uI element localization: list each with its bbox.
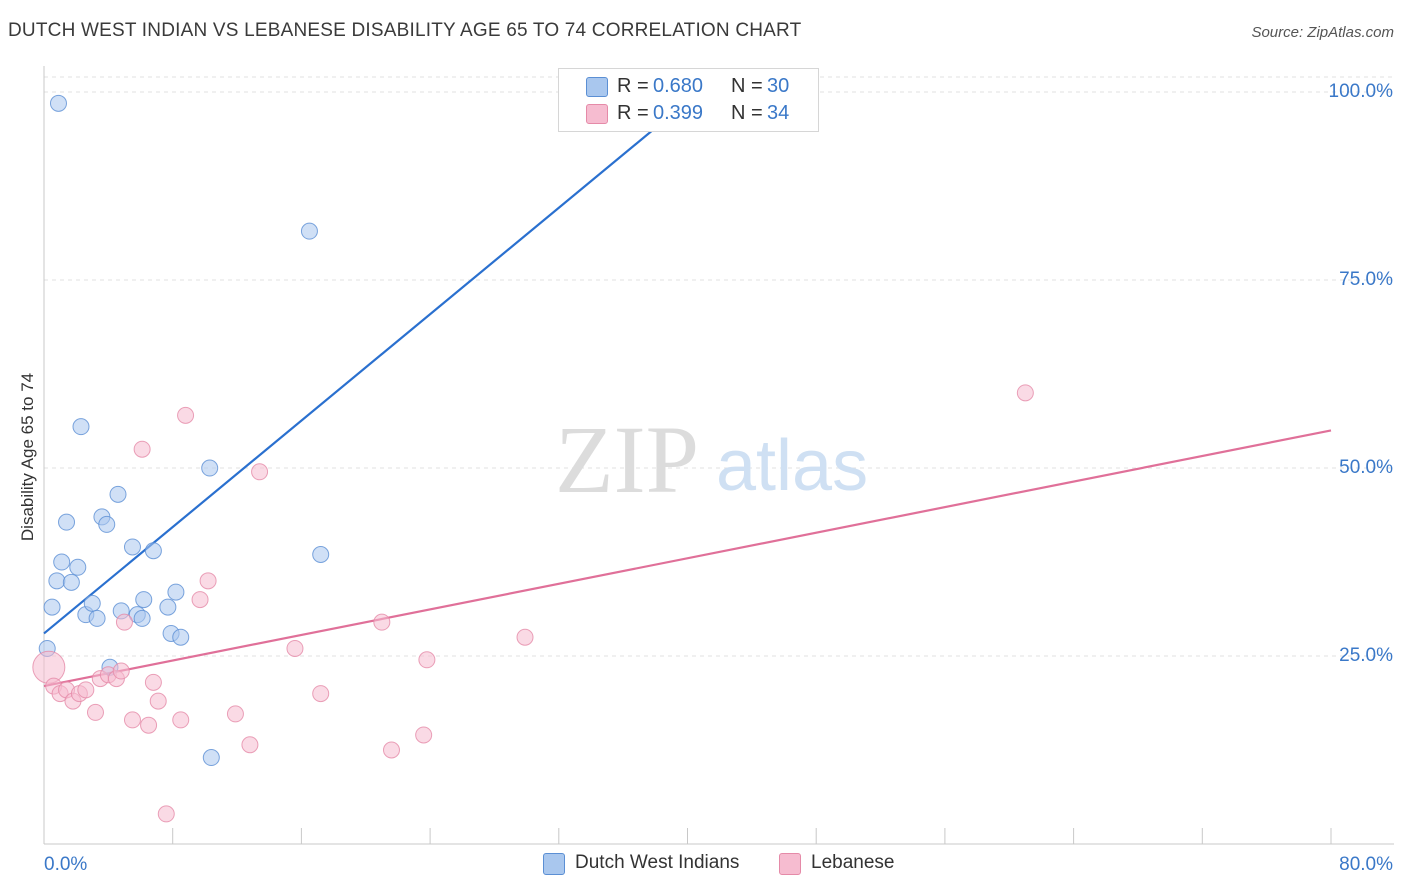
data-point-pink [226, 705, 244, 723]
source-label: Source: ZipAtlas.com [1251, 24, 1394, 41]
data-point-pink [373, 613, 391, 631]
legend-swatch-blue [586, 77, 608, 97]
data-point-pink [312, 685, 330, 703]
data-point-pink [415, 726, 433, 744]
data-point-pink [172, 711, 190, 729]
legend-label: Dutch West Indians [575, 852, 740, 873]
data-point-pink [241, 736, 259, 754]
data-point-blue [300, 222, 318, 240]
legend-r-value: 0.680 [653, 75, 704, 97]
y-tick-label: 100.0% [1329, 81, 1394, 102]
data-point-blue [98, 515, 116, 533]
data-point-blue [312, 545, 330, 563]
data-point-pink [115, 613, 133, 631]
legend-swatch-blue [543, 853, 565, 875]
chart-title: DUTCH WEST INDIAN VS LEBANESE DISABILITY… [8, 20, 802, 41]
data-points [32, 94, 1034, 823]
data-point-pink [418, 651, 436, 669]
data-point-pink [140, 716, 158, 734]
trend-lines [43, 91, 1332, 688]
data-point-blue [135, 591, 153, 609]
data-point-pink [144, 673, 162, 691]
data-point-blue [123, 538, 141, 556]
data-point-blue [72, 418, 90, 436]
data-point-blue [58, 513, 76, 531]
data-point-pink [149, 692, 167, 710]
data-point-pink [133, 440, 151, 458]
data-point-pink [112, 662, 130, 680]
data-point-blue [49, 94, 67, 112]
data-point-blue [172, 628, 190, 646]
axes [43, 66, 1394, 845]
legend-r-value: 0.399 [653, 102, 704, 124]
data-point-blue [167, 583, 185, 601]
data-point-blue [144, 542, 162, 560]
data-point-blue [48, 572, 66, 590]
y-tick-label: 25.0% [1339, 645, 1393, 666]
data-point-pink [251, 463, 269, 481]
data-point-pink [199, 572, 217, 590]
legend-row-lebanese: R = 0.399 N = 34 [559, 101, 818, 127]
data-point-blue [53, 553, 71, 571]
data-point-pink [86, 703, 104, 721]
watermark: ZIP atlas [555, 406, 868, 513]
legend-r-label: R = [617, 102, 649, 124]
tick-labels: 25.0% 50.0% 75.0% 100.0% 0.0% 80.0% Disability… [18, 81, 1393, 875]
watermark-atlas: atlas [716, 426, 868, 506]
trend-line-blue [43, 91, 700, 635]
data-point-blue [69, 558, 87, 576]
data-point-blue [83, 594, 101, 612]
data-point-blue [133, 609, 151, 627]
legend-n-label: N = [731, 102, 763, 124]
legend-swatch-pink [586, 104, 608, 124]
legend-row-dutch-west-indians: R = 0.680 N = 30 [559, 74, 818, 100]
grid-lines [44, 76, 1394, 657]
x-tick-label: 0.0% [44, 854, 87, 875]
data-point-pink [32, 650, 66, 684]
y-axis-label: Disability Age 65 to 74 [18, 373, 37, 541]
legend-r-label: R = [617, 75, 649, 97]
legend-label: Lebanese [811, 852, 895, 873]
data-point-blue [202, 749, 220, 767]
data-point-pink [77, 681, 95, 699]
data-point-pink [1016, 384, 1034, 402]
y-tick-label: 75.0% [1339, 269, 1393, 290]
legend-n-value: 30 [767, 75, 790, 97]
data-point-blue [43, 598, 61, 616]
legend-n-label: N = [731, 75, 763, 97]
data-point-blue [201, 459, 219, 477]
data-point-blue [88, 609, 106, 627]
data-point-pink [382, 741, 400, 759]
stats-legend: R = 0.680 N = 30 R = 0.399 N = 34 [558, 68, 819, 132]
y-tick-label: 50.0% [1339, 457, 1393, 478]
data-point-blue [159, 598, 177, 616]
data-point-pink [157, 805, 175, 823]
legend-swatch-pink [779, 853, 801, 875]
data-point-pink [516, 628, 534, 646]
x-tick-label: 80.0% [1339, 854, 1393, 875]
watermark-zip: ZIP [555, 406, 699, 513]
series-legend: Dutch West Indians Lebanese [0, 852, 1406, 878]
data-point-blue [109, 485, 127, 503]
legend-n-value: 34 [767, 102, 790, 124]
data-point-pink [191, 591, 209, 609]
data-point-pink [177, 406, 195, 424]
data-point-pink [286, 639, 304, 657]
data-point-blue [62, 573, 80, 591]
trend-line-pink [43, 429, 1332, 688]
data-point-pink [123, 711, 141, 729]
